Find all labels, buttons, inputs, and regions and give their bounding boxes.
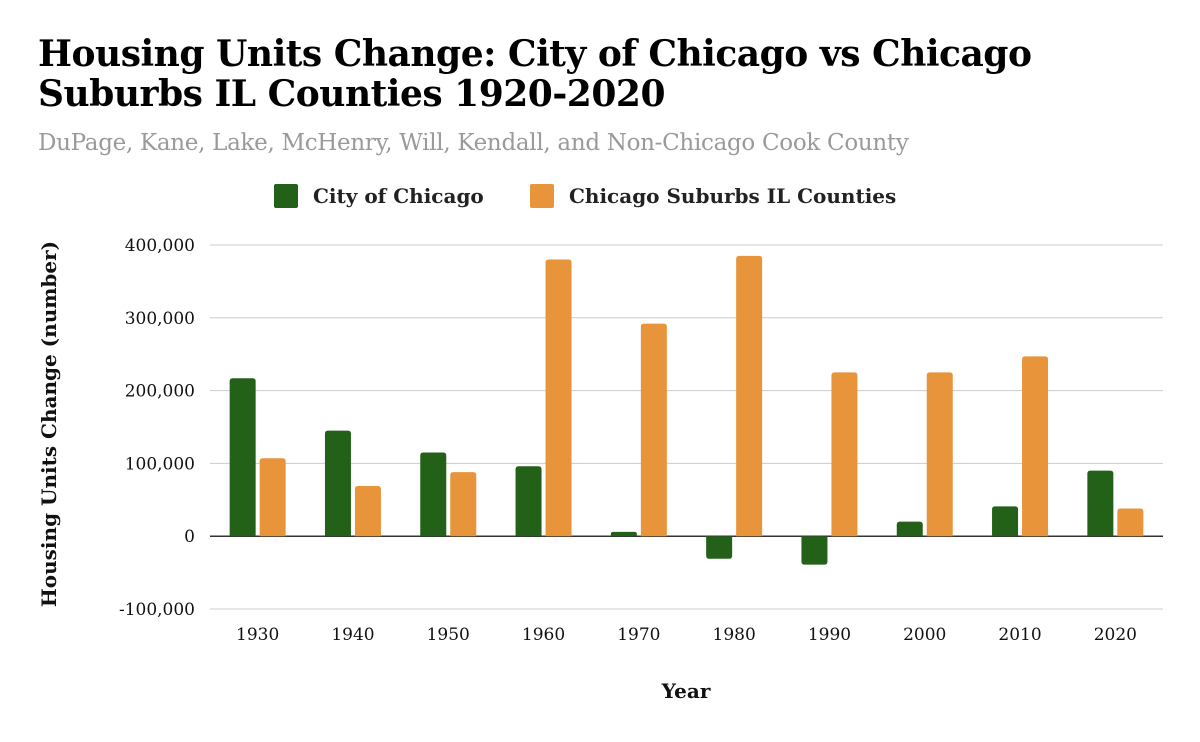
bar-city-2010 — [992, 506, 1019, 537]
x-axis-title: Year — [661, 679, 711, 703]
y-axis-title: Housing Units Change (number) — [37, 241, 61, 607]
gridlines — [210, 244, 1163, 610]
y-tick-label: 100,000 — [125, 454, 195, 474]
bar-suburbs-2010 — [1022, 356, 1049, 537]
y-tick-label: 0 — [184, 527, 195, 547]
x-tick-label: 1970 — [617, 625, 660, 645]
x-tick-label: 1940 — [331, 625, 374, 645]
bar-city-1990 — [801, 536, 828, 565]
y-tick-label: 400,000 — [125, 236, 195, 256]
bar-city-1930 — [229, 378, 256, 537]
bar-suburbs-1990 — [831, 372, 858, 537]
x-tick-label: 1980 — [713, 625, 756, 645]
legend: City of Chicago Chicago Suburbs IL Counti… — [274, 184, 896, 208]
y-tick-label: 300,000 — [125, 309, 195, 329]
x-tick-label: 1950 — [427, 625, 470, 645]
legend-swatch — [530, 184, 554, 208]
bar-city-1950 — [420, 452, 447, 537]
bar-suburbs-1940 — [354, 485, 381, 537]
bar-city-1980 — [706, 536, 733, 559]
bar-city-2000 — [896, 521, 923, 537]
legend-label: City of Chicago — [313, 184, 484, 208]
bar-suburbs-1960 — [545, 259, 572, 537]
axes: -100,000 0 100,000 200,000 300,000 400,000 193… — [119, 236, 1137, 645]
chart-subtitle: DuPage, Kane, Lake, McHenry, Will, Kenda… — [38, 130, 909, 156]
bar-suburbs-2000 — [926, 372, 953, 537]
chart-title: Housing Units Change: City of Chicago vs… — [38, 33, 1032, 115]
bar-city-1970 — [610, 531, 637, 537]
legend-swatch — [274, 184, 298, 208]
x-tick-label: 1990 — [808, 625, 851, 645]
x-tick-label: 2010 — [998, 625, 1041, 645]
x-tick-label: 1930 — [236, 625, 279, 645]
bar-suburbs-1930 — [259, 458, 286, 537]
bar-city-1940 — [324, 430, 351, 537]
legend-label: Chicago Suburbs IL Counties — [569, 184, 896, 208]
x-tick-label: 2020 — [1094, 625, 1137, 645]
x-tick-label: 1960 — [522, 625, 565, 645]
bar-city-2020 — [1087, 470, 1114, 537]
x-tick-label: 2000 — [903, 625, 946, 645]
bar-suburbs-1950 — [450, 472, 477, 537]
bars — [229, 255, 1144, 565]
y-tick-label: 200,000 — [125, 382, 195, 402]
bar-suburbs-2020 — [1117, 508, 1144, 537]
bar-city-1960 — [515, 466, 542, 537]
y-tick-label: -100,000 — [119, 600, 195, 620]
bar-suburbs-1980 — [736, 255, 763, 537]
bar-suburbs-1970 — [640, 323, 667, 537]
